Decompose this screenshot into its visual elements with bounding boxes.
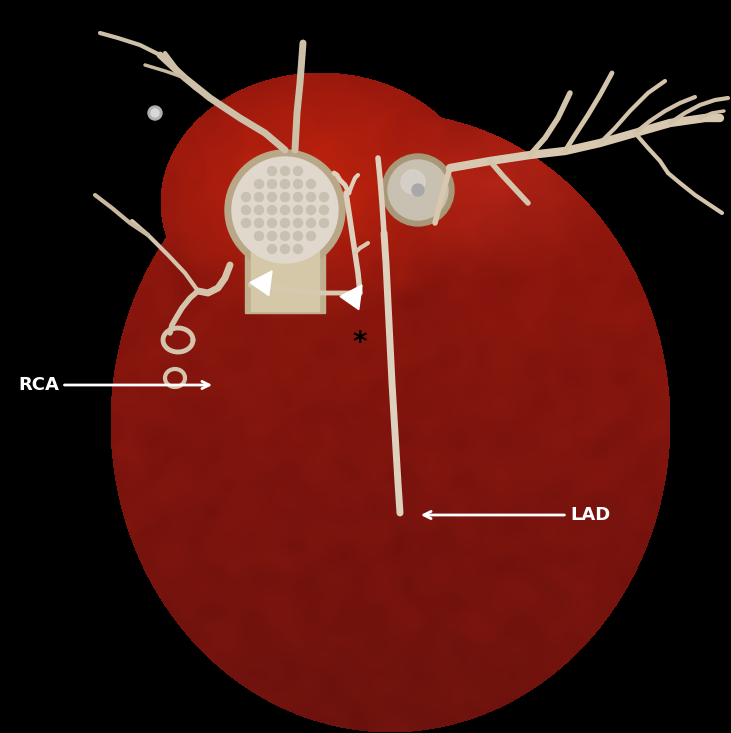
Circle shape xyxy=(254,193,263,202)
Circle shape xyxy=(268,205,276,215)
Circle shape xyxy=(148,106,162,120)
Bar xyxy=(251,212,319,311)
Circle shape xyxy=(306,180,316,188)
Circle shape xyxy=(268,166,276,175)
Circle shape xyxy=(294,218,303,227)
Bar xyxy=(245,210,325,313)
Circle shape xyxy=(382,154,454,226)
Circle shape xyxy=(294,245,303,254)
Circle shape xyxy=(319,218,328,227)
Circle shape xyxy=(268,245,276,254)
Circle shape xyxy=(254,205,263,215)
Circle shape xyxy=(281,232,289,240)
Circle shape xyxy=(294,193,303,202)
Circle shape xyxy=(319,205,328,215)
Circle shape xyxy=(254,218,263,227)
Circle shape xyxy=(412,184,424,196)
Circle shape xyxy=(268,232,276,240)
Circle shape xyxy=(268,218,276,227)
Circle shape xyxy=(232,157,338,263)
Polygon shape xyxy=(250,271,272,295)
Circle shape xyxy=(281,180,289,188)
Circle shape xyxy=(254,232,263,240)
Circle shape xyxy=(306,193,316,202)
Circle shape xyxy=(241,218,251,227)
Text: RCA: RCA xyxy=(18,376,209,394)
Circle shape xyxy=(241,205,251,215)
Circle shape xyxy=(319,193,328,202)
Circle shape xyxy=(268,180,276,188)
Circle shape xyxy=(294,232,303,240)
Circle shape xyxy=(268,193,276,202)
Text: LAD: LAD xyxy=(424,506,610,524)
Circle shape xyxy=(281,245,289,254)
Circle shape xyxy=(281,166,289,175)
Circle shape xyxy=(281,193,289,202)
Circle shape xyxy=(388,160,448,220)
Circle shape xyxy=(281,205,289,215)
Circle shape xyxy=(306,218,316,227)
Circle shape xyxy=(294,180,303,188)
Circle shape xyxy=(306,232,316,240)
Text: *: * xyxy=(353,329,367,357)
Circle shape xyxy=(151,109,159,117)
Circle shape xyxy=(306,205,316,215)
Circle shape xyxy=(281,218,289,227)
Circle shape xyxy=(254,180,263,188)
Circle shape xyxy=(241,193,251,202)
Circle shape xyxy=(225,150,345,270)
Circle shape xyxy=(294,205,303,215)
Circle shape xyxy=(401,170,425,194)
Bar xyxy=(0,0,18,733)
Circle shape xyxy=(294,166,303,175)
Polygon shape xyxy=(340,285,362,309)
